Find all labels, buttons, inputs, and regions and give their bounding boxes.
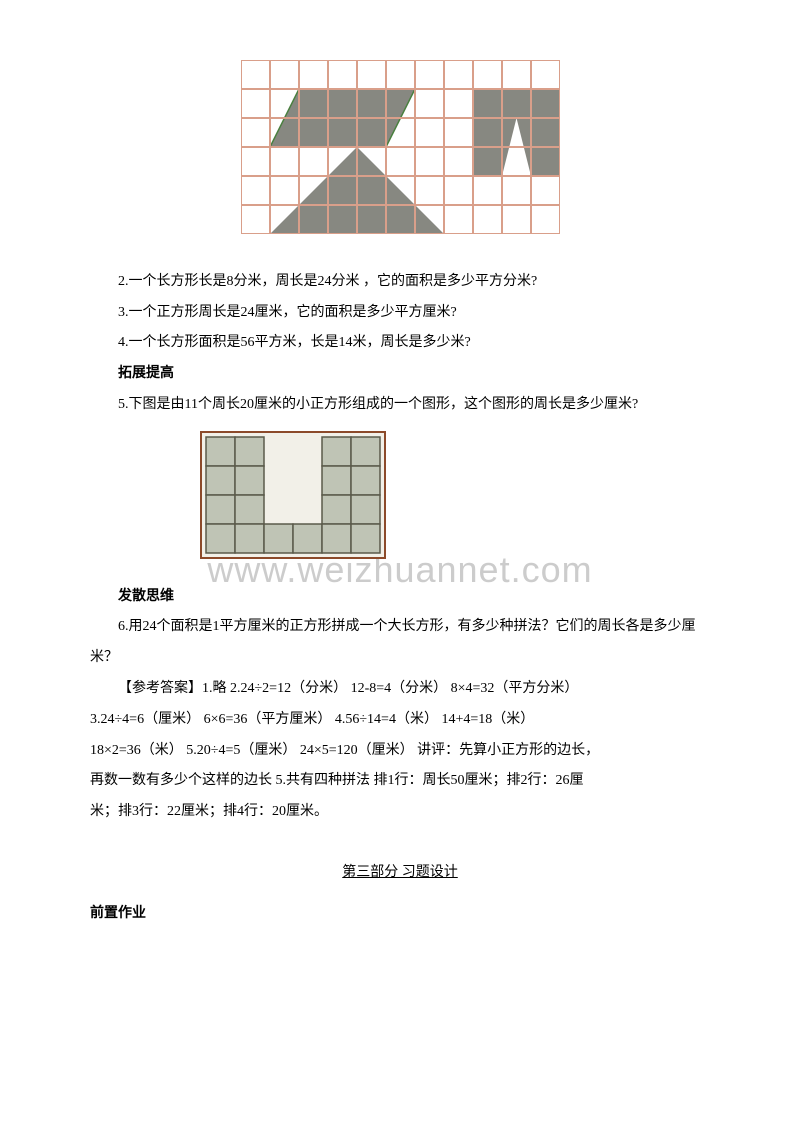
section3-title: 第三部分 习题设计 [90, 858, 710, 889]
answer-line-1: 【参考答案】1.略 2.24÷2=12（分米） 12-8=4（分米） 8×4=3… [90, 674, 710, 705]
figure1-container [90, 60, 710, 247]
section3-sub: 前置作业 [90, 899, 710, 930]
heading-divergent: 发散思维 [90, 582, 710, 613]
question-4: 4.一个长方形面积是56平方米，长是14米，周长是多少米? [90, 328, 710, 359]
answer-line-3: 18×2=36（米） 5.20÷4=5（厘米） 24×5=120（厘米） 讲评：… [90, 736, 710, 767]
answer-line-5: 米；排3行：22厘米；排4行：20厘米。 [90, 797, 710, 828]
heading-extension: 拓展提高 [90, 359, 710, 390]
question-6: 6.用24个面积是1平方厘米的正方形拼成一个大长方形，有多少种拼法？它们的周长各… [90, 612, 710, 674]
answer-line-2: 3.24÷4=6（厘米） 6×6=36（平方厘米） 4.56÷14=4（米） 1… [90, 705, 710, 736]
question-3: 3.一个正方形周长是24厘米，它的面积是多少平方厘米? [90, 298, 710, 329]
answers-block: 【参考答案】1.略 2.24÷2=12（分米） 12-8=4（分米） 8×4=3… [90, 674, 710, 828]
answer-line-4: 再数一数有多少个这样的边长 5.共有四种拼法 排1行：周长50厘米；排2行：26… [90, 766, 710, 797]
figure1 [241, 60, 560, 247]
figure2 [200, 431, 386, 572]
question-2: 2.一个长方形长是8分米，周长是24分米 ，它的面积是多少平方分米? [90, 267, 710, 298]
figure2-container [200, 431, 710, 572]
question-5: 5.下图是由11个周长20厘米的小正方形组成的一个图形，这个图形的周长是多少厘米… [90, 390, 710, 421]
page-content: 2.一个长方形长是8分米，周长是24分米 ，它的面积是多少平方分米? 3.一个正… [90, 60, 710, 930]
